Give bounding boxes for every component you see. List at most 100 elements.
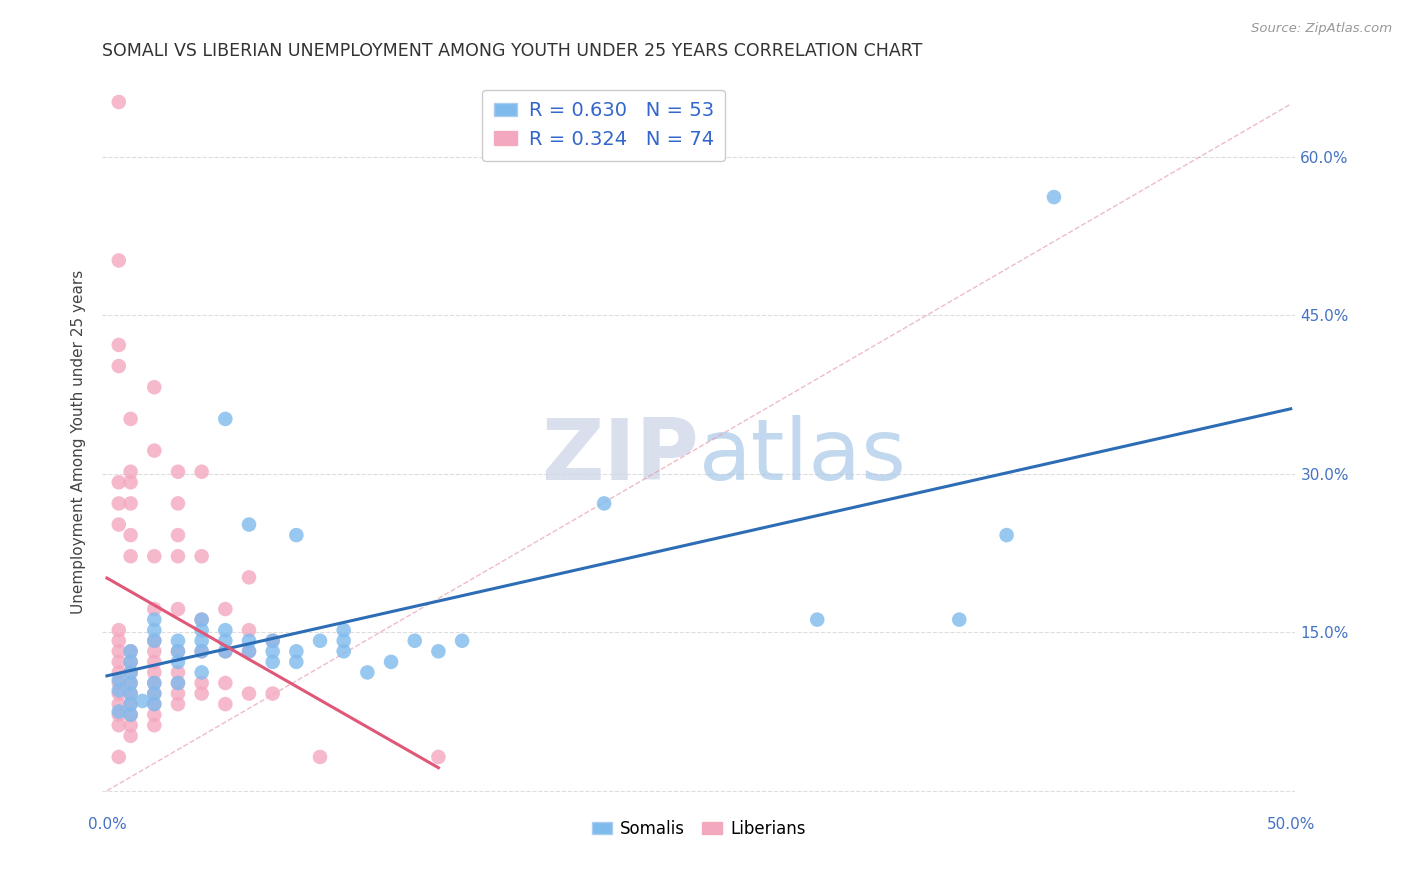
Point (190, 687, 212, 701)
Point (167, 528, 190, 542)
Point (214, 644, 236, 658)
Point (120, 729, 142, 743)
Text: ZIP: ZIP (541, 416, 699, 499)
Point (238, 633, 260, 648)
Point (143, 613, 166, 627)
Point (143, 687, 166, 701)
Point (107, 496, 129, 510)
Point (107, 475, 129, 490)
Point (120, 687, 142, 701)
Point (120, 665, 142, 680)
Point (948, 613, 970, 627)
Point (120, 644, 142, 658)
Point (120, 707, 142, 722)
Point (107, 705, 129, 719)
Point (309, 633, 332, 648)
Point (120, 676, 142, 690)
Point (107, 697, 129, 711)
Point (167, 687, 190, 701)
Point (167, 549, 190, 564)
Point (107, 718, 129, 732)
Point (167, 644, 190, 658)
Point (190, 633, 212, 648)
Point (107, 338, 129, 352)
Point (120, 655, 142, 669)
Point (285, 528, 308, 542)
Point (120, 676, 142, 690)
Point (107, 665, 129, 680)
Point (131, 694, 153, 708)
Point (427, 750, 450, 764)
Point (143, 707, 166, 722)
Point (190, 623, 212, 637)
Point (120, 475, 142, 490)
Point (167, 697, 190, 711)
Point (167, 676, 190, 690)
Point (120, 549, 142, 564)
Point (262, 633, 284, 648)
Point (143, 676, 166, 690)
Point (107, 673, 129, 687)
Point (143, 697, 166, 711)
Point (214, 602, 236, 616)
Point (107, 633, 129, 648)
Point (143, 549, 166, 564)
Point (262, 633, 284, 648)
Point (262, 655, 284, 669)
Point (238, 644, 260, 658)
Point (167, 465, 190, 479)
Point (107, 359, 129, 373)
Point (1043, 190, 1066, 204)
Point (107, 750, 129, 764)
Point (285, 644, 308, 658)
Point (120, 412, 142, 426)
Point (167, 602, 190, 616)
Point (214, 623, 236, 637)
Point (262, 644, 284, 658)
Point (190, 665, 212, 680)
Point (120, 528, 142, 542)
Point (214, 697, 236, 711)
Point (190, 613, 212, 627)
Point (120, 465, 142, 479)
Point (107, 707, 129, 722)
Point (238, 517, 260, 532)
Point (120, 707, 142, 722)
Point (190, 549, 212, 564)
Point (143, 633, 166, 648)
Point (238, 570, 260, 584)
Point (143, 718, 166, 732)
Point (238, 687, 260, 701)
Point (167, 676, 190, 690)
Point (190, 644, 212, 658)
Point (593, 496, 616, 510)
Point (262, 687, 284, 701)
Text: SOMALI VS LIBERIAN UNEMPLOYMENT AMONG YOUTH UNDER 25 YEARS CORRELATION CHART: SOMALI VS LIBERIAN UNEMPLOYMENT AMONG YO… (103, 42, 922, 60)
Point (190, 613, 212, 627)
Point (190, 676, 212, 690)
Point (404, 633, 426, 648)
Point (120, 665, 142, 680)
Point (120, 718, 142, 732)
Point (107, 644, 129, 658)
Text: Source: ZipAtlas.com: Source: ZipAtlas.com (1251, 22, 1392, 36)
Point (451, 633, 474, 648)
Point (332, 644, 354, 658)
Point (332, 633, 354, 648)
Point (107, 95, 129, 109)
Point (143, 655, 166, 669)
Point (143, 687, 166, 701)
Point (214, 633, 236, 648)
Point (167, 496, 190, 510)
Point (238, 644, 260, 658)
Point (167, 655, 190, 669)
Legend: Somalis, Liberians: Somalis, Liberians (585, 813, 813, 844)
Point (356, 665, 378, 680)
Point (806, 613, 828, 627)
Point (143, 644, 166, 658)
Point (107, 687, 129, 701)
Point (143, 665, 166, 680)
Point (120, 644, 142, 658)
Point (107, 676, 129, 690)
Point (143, 602, 166, 616)
